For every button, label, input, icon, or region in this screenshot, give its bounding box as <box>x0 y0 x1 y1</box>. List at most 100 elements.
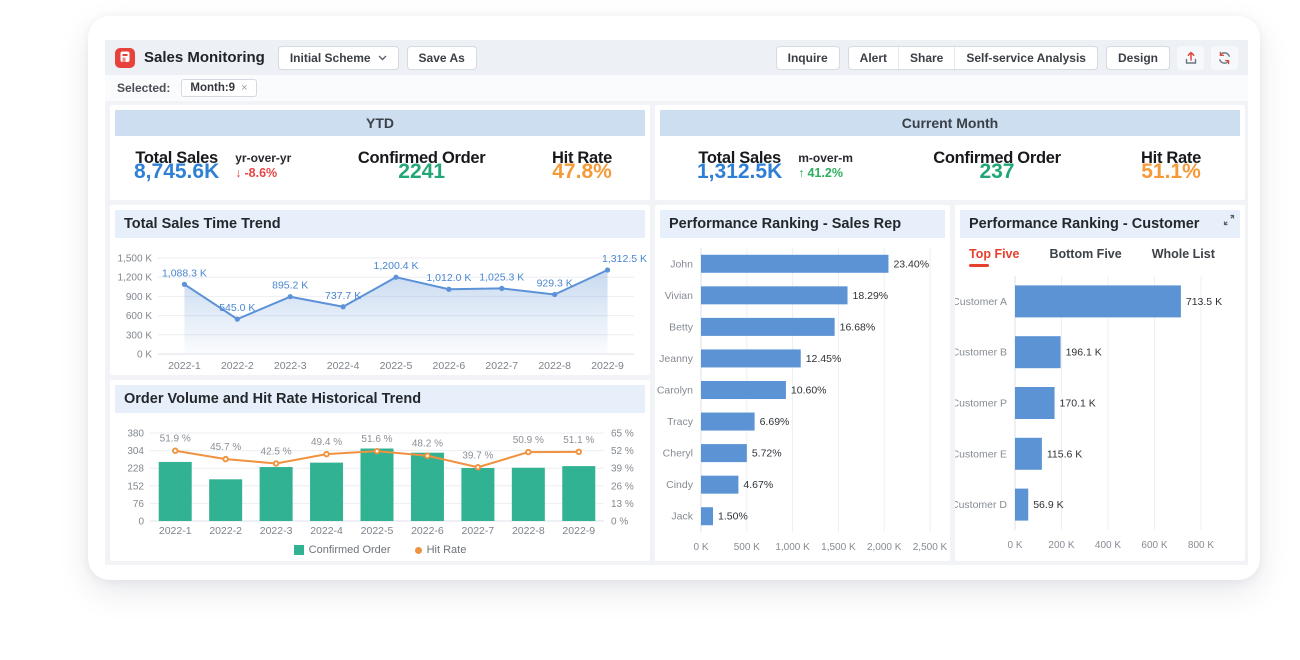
svg-text:50.9 %: 50.9 % <box>513 435 544 446</box>
svg-text:Customer A: Customer A <box>955 296 1007 308</box>
svg-text:1,000 K: 1,000 K <box>775 542 810 553</box>
svg-text:1,200 K: 1,200 K <box>118 273 153 284</box>
metric-value: 47.8% <box>552 159 612 183</box>
kpi-panel-title: Current Month <box>660 110 1240 136</box>
design-button[interactable]: Design <box>1105 45 1170 70</box>
svg-text:115.6 K: 115.6 K <box>1047 448 1082 460</box>
svg-text:0 K: 0 K <box>1007 540 1022 551</box>
svg-text:12.45%: 12.45% <box>806 353 842 365</box>
svg-text:Customer E: Customer E <box>955 448 1007 460</box>
trend-chart: 0 K 300 K 600 K 900 K 1,200 K 1,500 K 1,088.3 … <box>110 238 650 379</box>
svg-text:0 %: 0 % <box>611 517 628 528</box>
svg-text:51.1 %: 51.1 % <box>563 435 594 446</box>
legend-hit-rate-dot <box>414 546 422 554</box>
svg-text:2022-3: 2022-3 <box>260 525 293 537</box>
svg-text:1,500 K: 1,500 K <box>118 254 153 265</box>
svg-text:737.7 K: 737.7 K <box>325 290 361 302</box>
scheme-selector[interactable]: Initial Scheme <box>277 45 399 70</box>
svg-text:400 K: 400 K <box>1095 540 1121 551</box>
svg-text:6.69%: 6.69% <box>760 416 790 428</box>
kpi-body: Total Sales 1,312.5K m-over-m ↑ 41.2% <box>655 136 1245 194</box>
dashboard: Sales Monitoring Initial Scheme Save As … <box>105 40 1248 565</box>
svg-text:16.68%: 16.68% <box>840 321 876 333</box>
svg-text:2022-1: 2022-1 <box>159 525 192 537</box>
svg-text:2022-6: 2022-6 <box>433 360 466 372</box>
metric-value: 51.1% <box>1141 159 1201 183</box>
svg-text:2022-6: 2022-6 <box>411 525 444 537</box>
svg-text:Cheryl: Cheryl <box>663 448 693 460</box>
scheme-selector-label: Initial Scheme <box>289 50 371 65</box>
svg-text:26 %: 26 % <box>611 481 634 492</box>
share-button[interactable]: Share <box>898 46 954 69</box>
svg-text:2022-9: 2022-9 <box>591 360 624 372</box>
delta-block: m-over-m ↑ 41.2% <box>798 151 853 180</box>
svg-text:Cindy: Cindy <box>666 479 694 491</box>
page-title: Sales Monitoring <box>144 49 265 66</box>
legend-hit-rate: Hit Rate <box>414 544 467 556</box>
svg-text:2022-3: 2022-3 <box>274 360 307 372</box>
svg-text:196.1 K: 196.1 K <box>1066 347 1102 359</box>
inquire-button[interactable]: Inquire <box>775 45 840 70</box>
svg-text:2022-4: 2022-4 <box>310 525 343 537</box>
svg-text:545.0 K: 545.0 K <box>219 302 255 314</box>
svg-text:2022-8: 2022-8 <box>538 360 571 372</box>
svg-text:1,012.0 K: 1,012.0 K <box>426 272 471 284</box>
svg-text:Customer P: Customer P <box>955 398 1007 410</box>
svg-text:2022-7: 2022-7 <box>485 360 518 372</box>
filter-tag[interactable]: Month:9 × <box>181 79 257 97</box>
refresh-icon <box>1219 51 1230 64</box>
down-arrow-icon: ↓ <box>235 165 242 180</box>
svg-text:1,500 K: 1,500 K <box>821 542 856 553</box>
metric-label: Hit Rate <box>552 149 612 168</box>
svg-text:800 K: 800 K <box>1188 540 1214 551</box>
metric-label: Total Sales <box>135 149 218 168</box>
tab-bottom-five[interactable]: Bottom Five <box>1049 247 1122 261</box>
svg-text:200 K: 200 K <box>1048 540 1074 551</box>
metric-confirmed-order: Confirmed Order 2241 <box>358 150 486 182</box>
close-icon[interactable]: × <box>241 82 248 94</box>
svg-text:45.7 %: 45.7 % <box>210 442 241 453</box>
metric-label: Hit Rate <box>1141 149 1201 168</box>
svg-text:42.5 %: 42.5 % <box>261 446 292 457</box>
svg-text:Betty: Betty <box>669 321 694 333</box>
svg-text:5.72%: 5.72% <box>752 448 782 460</box>
svg-text:Tracy: Tracy <box>667 416 694 428</box>
svg-text:2,500 K: 2,500 K <box>913 542 948 553</box>
svg-text:1,088.3 K: 1,088.3 K <box>162 267 207 279</box>
legend-confirmed-order: Confirmed Order <box>293 544 391 556</box>
order-chart: 0 0 % 76 13 % 152 26 % 228 39 % 304 52 % 380 65 % 20… <box>110 413 650 544</box>
alert-button[interactable]: Alert <box>859 50 887 65</box>
svg-text:56.9 K: 56.9 K <box>1033 499 1063 511</box>
delta-label: yr-over-yr <box>235 150 292 165</box>
svg-text:Carolyn: Carolyn <box>657 385 693 397</box>
self-service-analysis-button[interactable]: Self-service Analysis <box>954 46 1097 69</box>
expand-icon[interactable] <box>1223 214 1235 230</box>
panel-sales-rep-ranking: Performance Ranking - Sales Rep 0 K 500 K… <box>655 205 950 561</box>
svg-text:2022-5: 2022-5 <box>380 360 413 372</box>
customer-chart-svg: 0 K 200 K 400 K 600 K 800 K Customer A 713.5 K… <box>951 276 1222 551</box>
metric-confirmed-order: Confirmed Order 237 <box>933 150 1061 182</box>
svg-text:500 K: 500 K <box>734 542 760 553</box>
panel-title: Total Sales Time Trend <box>115 210 645 238</box>
tab-whole-list[interactable]: Whole List <box>1151 247 1215 261</box>
export-button[interactable] <box>1177 45 1204 70</box>
svg-text:0: 0 <box>138 517 144 528</box>
svg-text:929.3 K: 929.3 K <box>537 278 573 290</box>
svg-text:76: 76 <box>133 499 145 510</box>
panel-title: Performance Ranking - Sales Rep <box>660 210 945 238</box>
tab-top-five[interactable]: Top Five <box>969 247 1019 268</box>
svg-text:600 K: 600 K <box>1141 540 1167 551</box>
metric-label: Confirmed Order <box>357 149 486 168</box>
metric-total-sales: Total Sales 8,745.6K <box>134 150 219 182</box>
svg-text:895.2 K: 895.2 K <box>272 280 308 292</box>
svg-text:49.4 %: 49.4 % <box>311 437 342 448</box>
legend-label: Hit Rate <box>426 544 467 556</box>
panel-total-sales-trend: Total Sales Time Trend 0 K 300 K 600 K 900 … <box>110 205 650 375</box>
svg-text:713.5 K: 713.5 K <box>1186 296 1222 308</box>
refresh-button[interactable] <box>1211 45 1238 70</box>
save-as-button[interactable]: Save As <box>406 45 477 70</box>
svg-text:1,200.4 K: 1,200.4 K <box>374 260 419 272</box>
svg-text:2022-2: 2022-2 <box>221 360 254 372</box>
svg-text:380: 380 <box>127 429 144 440</box>
panel-title-text: Performance Ranking - Customer <box>969 216 1200 232</box>
